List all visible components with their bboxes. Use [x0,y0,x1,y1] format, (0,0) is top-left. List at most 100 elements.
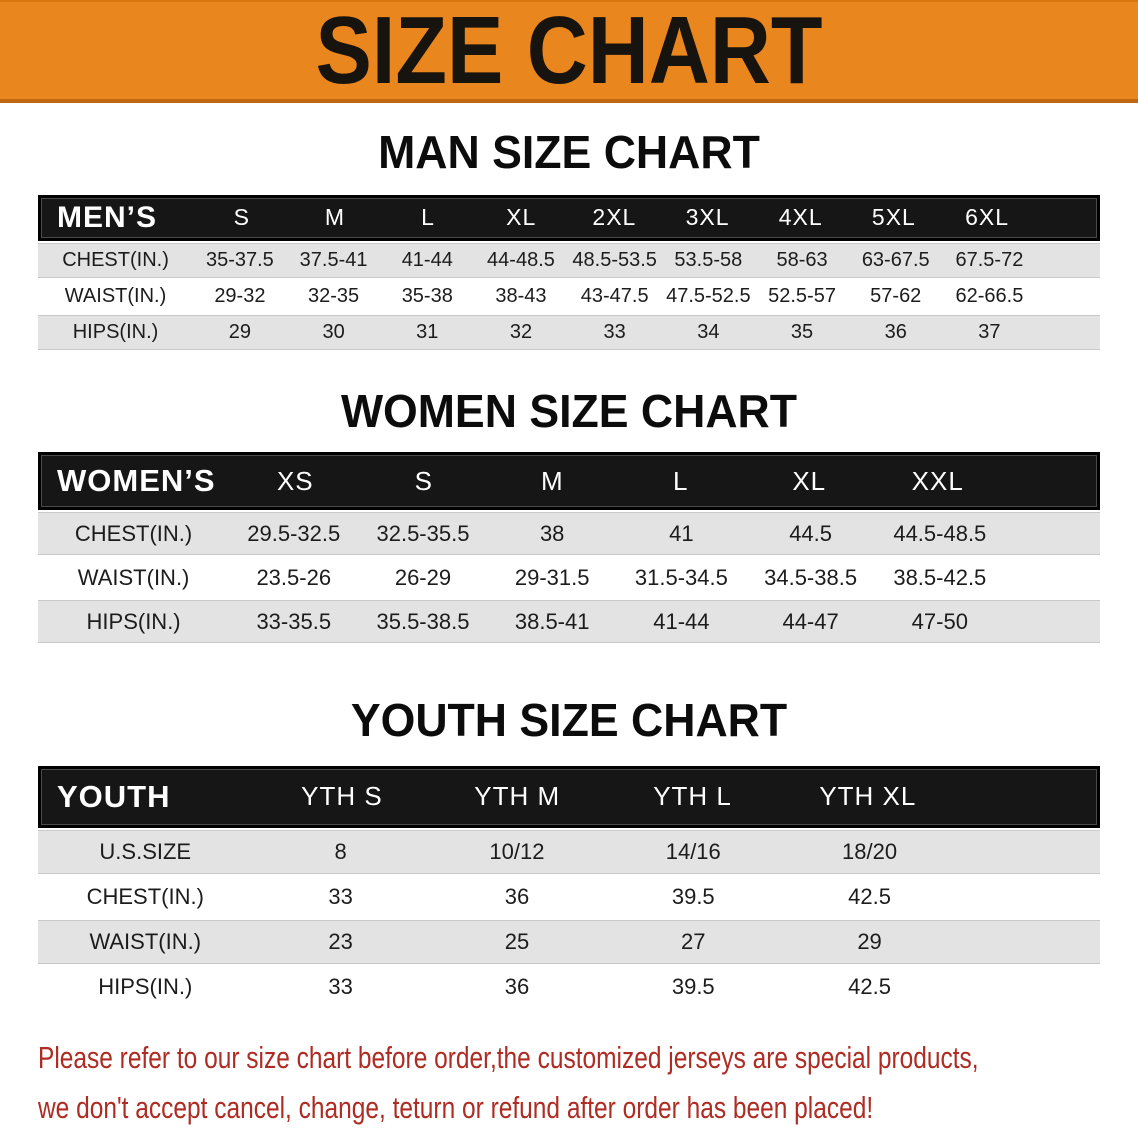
column-header: 4XL [778,204,823,231]
row-label: CHEST(IN.) [74,520,193,546]
men-size-table: MEN’S S M L XL 2XL 3XL 4XL 5XL 6XL CHEST(IN.) 35-37… [38,194,1100,349]
cell: 41-44 [653,608,710,634]
column-header: 3XL [685,204,730,231]
cell: 30 [322,320,345,343]
cell: 47-50 [911,608,968,634]
row-label: WAIST(IN.) [89,928,202,954]
disclaimer-line-2: we don't accept cancel, change, teturn o… [38,1089,874,1125]
cell: 37.5-41 [299,248,368,271]
cell: 38 [539,520,565,546]
cell: 29.5-32.5 [247,520,341,546]
table-row: U.S.SIZE 8 10/12 14/16 18/20 [38,830,1100,873]
banner: SIZE CHART [0,0,1138,103]
cell: 36 [504,973,530,999]
women-size-table: WOMEN’S XS S M L XL XXL CHEST(IN.) 29.5-32.5 32.5… [38,452,1100,643]
cell: 32.5-35.5 [376,520,470,546]
cell: 23 [328,928,353,954]
cell: 29 [857,928,882,954]
cell: 38.5-42.5 [893,564,987,590]
section-heading-youth: YOUTH SIZE CHART [350,694,788,747]
cell: 33 [328,883,353,909]
cell: 31.5-34.5 [634,564,728,590]
table-row: WAIST(IN.) 29-32 32-35 35-38 38-43 43-47.5 47.… [38,280,1100,313]
section-men: MAN SIZE CHART MEN’S S M L XL 2XL 3XL 4XL 5XL 6XL… [0,127,1138,349]
cell: 36 [504,883,530,909]
cell: 63-67.5 [861,248,930,271]
table-row: CHEST(IN.) 29.5-32.5 32.5-35.5 38 41 44.5 44.5… [38,513,1100,555]
table-row: HIPS(IN.) 33-35.5 35.5-38.5 38.5-41 41-44 44-… [38,601,1100,643]
cell: 25 [504,928,530,954]
section-youth: YOUTH SIZE CHART YOUTH YTH S YTH M YTH L YTH… [0,695,1138,1008]
cell: 44.5 [789,520,833,546]
column-header: M [324,204,345,231]
row-label: WAIST(IN.) [77,564,190,590]
cell: 62-66.5 [955,284,1024,307]
column-header: M [540,465,564,496]
column-header: YTH L [653,781,732,812]
cell: 42.5 [848,883,891,909]
cell: 14/16 [665,838,721,864]
cell: 36 [884,320,907,343]
cell: 33 [328,973,353,999]
column-header: L [673,465,689,496]
cell: 52.5-57 [768,284,836,307]
cell: 26-29 [394,564,452,590]
column-header: XL [792,465,827,496]
cell: 44-48.5 [487,248,555,271]
column-header: S [414,465,433,496]
column-header: 5XL [871,204,916,231]
row-label: WAIST(IN.) [64,284,167,307]
cell: 38.5-41 [514,608,590,634]
row-label: U.S.SIZE [99,838,192,864]
cell: 35-38 [401,284,453,307]
table-row: WAIST(IN.) 23 25 27 29 [38,920,1100,963]
cell: 44-47 [782,608,839,634]
cell: 8 [334,838,347,864]
column-header: S [233,204,250,231]
page-title: SIZE CHART [315,0,823,104]
row-label: HIPS(IN.) [72,320,159,343]
cell: 32 [509,320,533,343]
disclaimer: Please refer to our size chart before or… [38,1033,1138,1132]
cell: 58-63 [776,248,828,271]
section-heading-men: MAN SIZE CHART [378,126,760,178]
table-group-label: YOUTH [57,778,171,814]
cell: 35 [790,320,814,343]
cell: 33 [603,320,626,343]
cell: 34.5-38.5 [764,564,858,590]
table-row: HIPS(IN.) 29 30 31 32 33 34 35 36 37 [38,315,1100,349]
row-label: HIPS(IN.) [86,608,181,634]
column-header: XS [276,465,314,496]
cell: 44.5-48.5 [893,520,987,546]
table-row: HIPS(IN.) 33 36 39.5 42.5 [38,966,1100,1008]
table-header-band: MEN’S S M L XL 2XL 3XL 4XL 5XL 6XL [38,194,1100,241]
table-group-label: MEN’S [57,200,158,234]
column-header: L [421,204,435,231]
column-header: XL [506,204,537,231]
cell: 31 [416,320,439,343]
column-header: 6XL [965,204,1010,231]
youth-size-table: YOUTH YTH S YTH M YTH L YTH XL U.S.SIZE 8 10/12… [38,765,1100,1008]
cell: 32-35 [308,284,360,307]
cell: 43-47.5 [580,284,649,307]
table-row: CHEST(IN.) 33 36 39.5 42.5 [38,876,1100,918]
row-label: HIPS(IN.) [98,973,193,999]
section-women: WOMEN SIZE CHART WOMEN’S XS S M L XL XXL CHEST(… [0,385,1138,643]
cell: 39.5 [671,883,715,909]
column-header: YTH S [301,781,383,812]
table-group-label: WOMEN’S [57,463,216,499]
table-row: CHEST(IN.) 35-37.5 37.5-41 41-44 44-48.5 48.5… [38,243,1100,277]
cell: 35-37.5 [205,248,274,271]
cell: 39.5 [671,973,715,999]
cell: 35.5-38.5 [376,608,470,634]
cell: 53.5-58 [674,248,743,271]
cell: 29 [228,320,252,343]
cell: 48.5-53.5 [572,248,657,271]
disclaimer-line-1: Please refer to our size chart before or… [38,1039,979,1075]
cell: 33-35.5 [256,608,332,634]
cell: 27 [681,928,706,954]
cell: 41 [669,520,694,546]
cell: 18/20 [842,838,898,864]
cell: 29-31.5 [514,564,590,590]
